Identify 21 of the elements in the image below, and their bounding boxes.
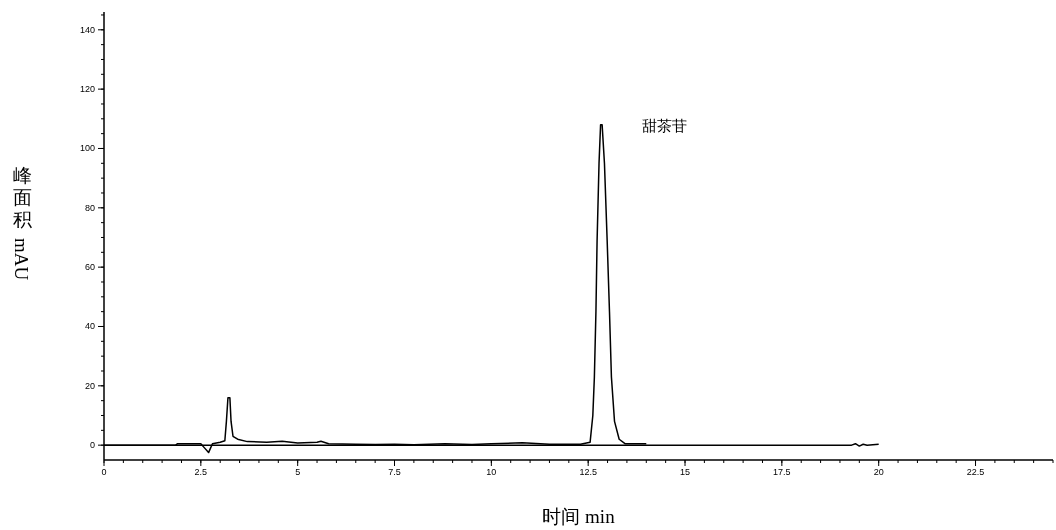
y-axis-title: 峰面积 mAU <box>11 165 32 281</box>
y-tick-label: 140 <box>79 24 95 35</box>
x-tick-label: 7.5 <box>388 467 401 477</box>
x-tick-label: 5 <box>295 467 301 477</box>
y-tick-label: 60 <box>84 262 95 273</box>
y-tick-label: 100 <box>79 143 95 154</box>
x-tick-label: 17.5 <box>773 467 791 477</box>
y-tick-label: 0 <box>89 440 95 451</box>
x-tick-label: 12.5 <box>579 467 597 477</box>
x-tick-label: 15 <box>680 467 691 477</box>
x-axis-title: 时间 min <box>542 506 616 527</box>
y-tick-label: 80 <box>84 202 95 213</box>
annotation: 甜茶苷 <box>641 116 687 135</box>
y-tick-label: 120 <box>79 84 95 95</box>
y-tick-label: 20 <box>84 380 95 391</box>
x-tick-label: 10 <box>486 467 497 477</box>
x-tick-label: 2.5 <box>194 467 208 477</box>
x-tick-label: 20 <box>873 467 884 477</box>
y-tick-label: 40 <box>84 321 95 332</box>
x-tick-label: 0 <box>101 467 107 477</box>
x-tick-label: 22.5 <box>966 467 985 477</box>
